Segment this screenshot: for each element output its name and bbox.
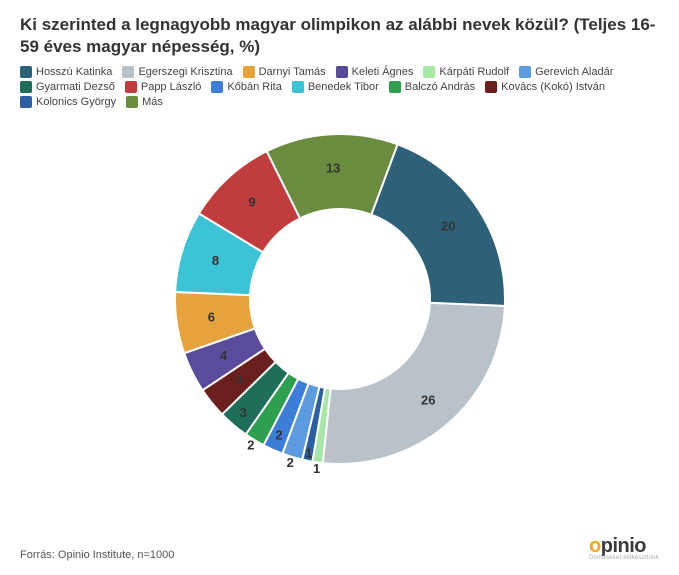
legend-item: Kolonics György <box>20 96 116 108</box>
legend-label: Kőbán Rita <box>227 81 281 93</box>
legend-item: Egerszegi Krisztina <box>122 66 232 78</box>
slice-value-label: 1 <box>313 461 320 476</box>
legend-swatch <box>20 81 32 93</box>
legend-item: Hosszú Katinka <box>20 66 112 78</box>
legend-item: Kovács (Kokó) István <box>485 81 605 93</box>
legend-label: Kovács (Kokó) István <box>501 81 605 93</box>
legend-swatch <box>423 66 435 78</box>
slice-value-label: 13 <box>325 161 339 176</box>
legend-swatch <box>20 66 32 78</box>
legend-item: Keleti Ágnes <box>336 66 414 78</box>
legend-item: Gerevich Aladár <box>519 66 613 78</box>
legend-label: Kolonics György <box>36 96 116 108</box>
legend-swatch <box>20 96 32 108</box>
legend-item: Balczó András <box>389 81 475 93</box>
legend-label: Balczó András <box>405 81 475 93</box>
source-text: Forrás: Opinio Institute, n=1000 <box>20 549 174 561</box>
donut-slice <box>371 145 505 307</box>
legend-label: Gerevich Aladár <box>535 66 613 78</box>
legend-item: Kárpáti Rudolf <box>423 66 509 78</box>
legend-label: Benedek Tibor <box>308 81 379 93</box>
legend-swatch <box>485 81 497 93</box>
legend-swatch <box>243 66 255 78</box>
legend-item: Benedek Tibor <box>292 81 379 93</box>
donut-slice <box>322 303 504 464</box>
legend-label: Darnyi Tamás <box>259 66 326 78</box>
slice-value-label: 2 <box>275 428 282 443</box>
legend-swatch <box>336 66 348 78</box>
legend-label: Keleti Ágnes <box>352 66 414 78</box>
slice-value-label: 3 <box>239 405 246 420</box>
slice-value-label: 4 <box>219 348 227 363</box>
slice-value-label: 3 <box>235 372 242 387</box>
slice-value-label: 8 <box>211 253 218 268</box>
legend-swatch <box>292 81 304 93</box>
slice-value-label: 9 <box>248 195 255 210</box>
slice-value-label: 6 <box>207 310 214 325</box>
slice-value-label: 2 <box>247 438 254 453</box>
chart-title: Ki szerinted a legnagyobb magyar olimpik… <box>0 0 679 66</box>
legend-item: Papp László <box>125 81 202 93</box>
legend-item: Kőbán Rita <box>211 81 281 93</box>
legend-item: Darnyi Tamás <box>243 66 326 78</box>
legend-swatch <box>211 81 223 93</box>
legend-label: Más <box>142 96 163 108</box>
legend-label: Hosszú Katinka <box>36 66 112 78</box>
legend-swatch <box>125 81 137 93</box>
legend-item: Gyarmati Dezső <box>20 81 115 93</box>
slice-value-label: 20 <box>441 219 455 234</box>
legend-swatch <box>519 66 531 78</box>
legend-label: Papp László <box>141 81 202 93</box>
legend: Hosszú Katinka Egerszegi Krisztina Darnyi … <box>0 66 679 115</box>
legend-swatch <box>122 66 134 78</box>
brand-logo: opinio Döntéseket előkészítünk <box>589 535 659 561</box>
slice-value-label: 26 <box>420 393 434 408</box>
legend-swatch <box>126 96 138 108</box>
legend-label: Kárpáti Rudolf <box>439 66 509 78</box>
slice-value-label: 1 <box>305 446 312 461</box>
donut-chart: 26201398643322211 <box>0 119 679 489</box>
slice-value-label: 2 <box>286 455 293 470</box>
legend-item: Más <box>126 96 163 108</box>
legend-swatch <box>389 81 401 93</box>
legend-label: Gyarmati Dezső <box>36 81 115 93</box>
legend-label: Egerszegi Krisztina <box>138 66 232 78</box>
